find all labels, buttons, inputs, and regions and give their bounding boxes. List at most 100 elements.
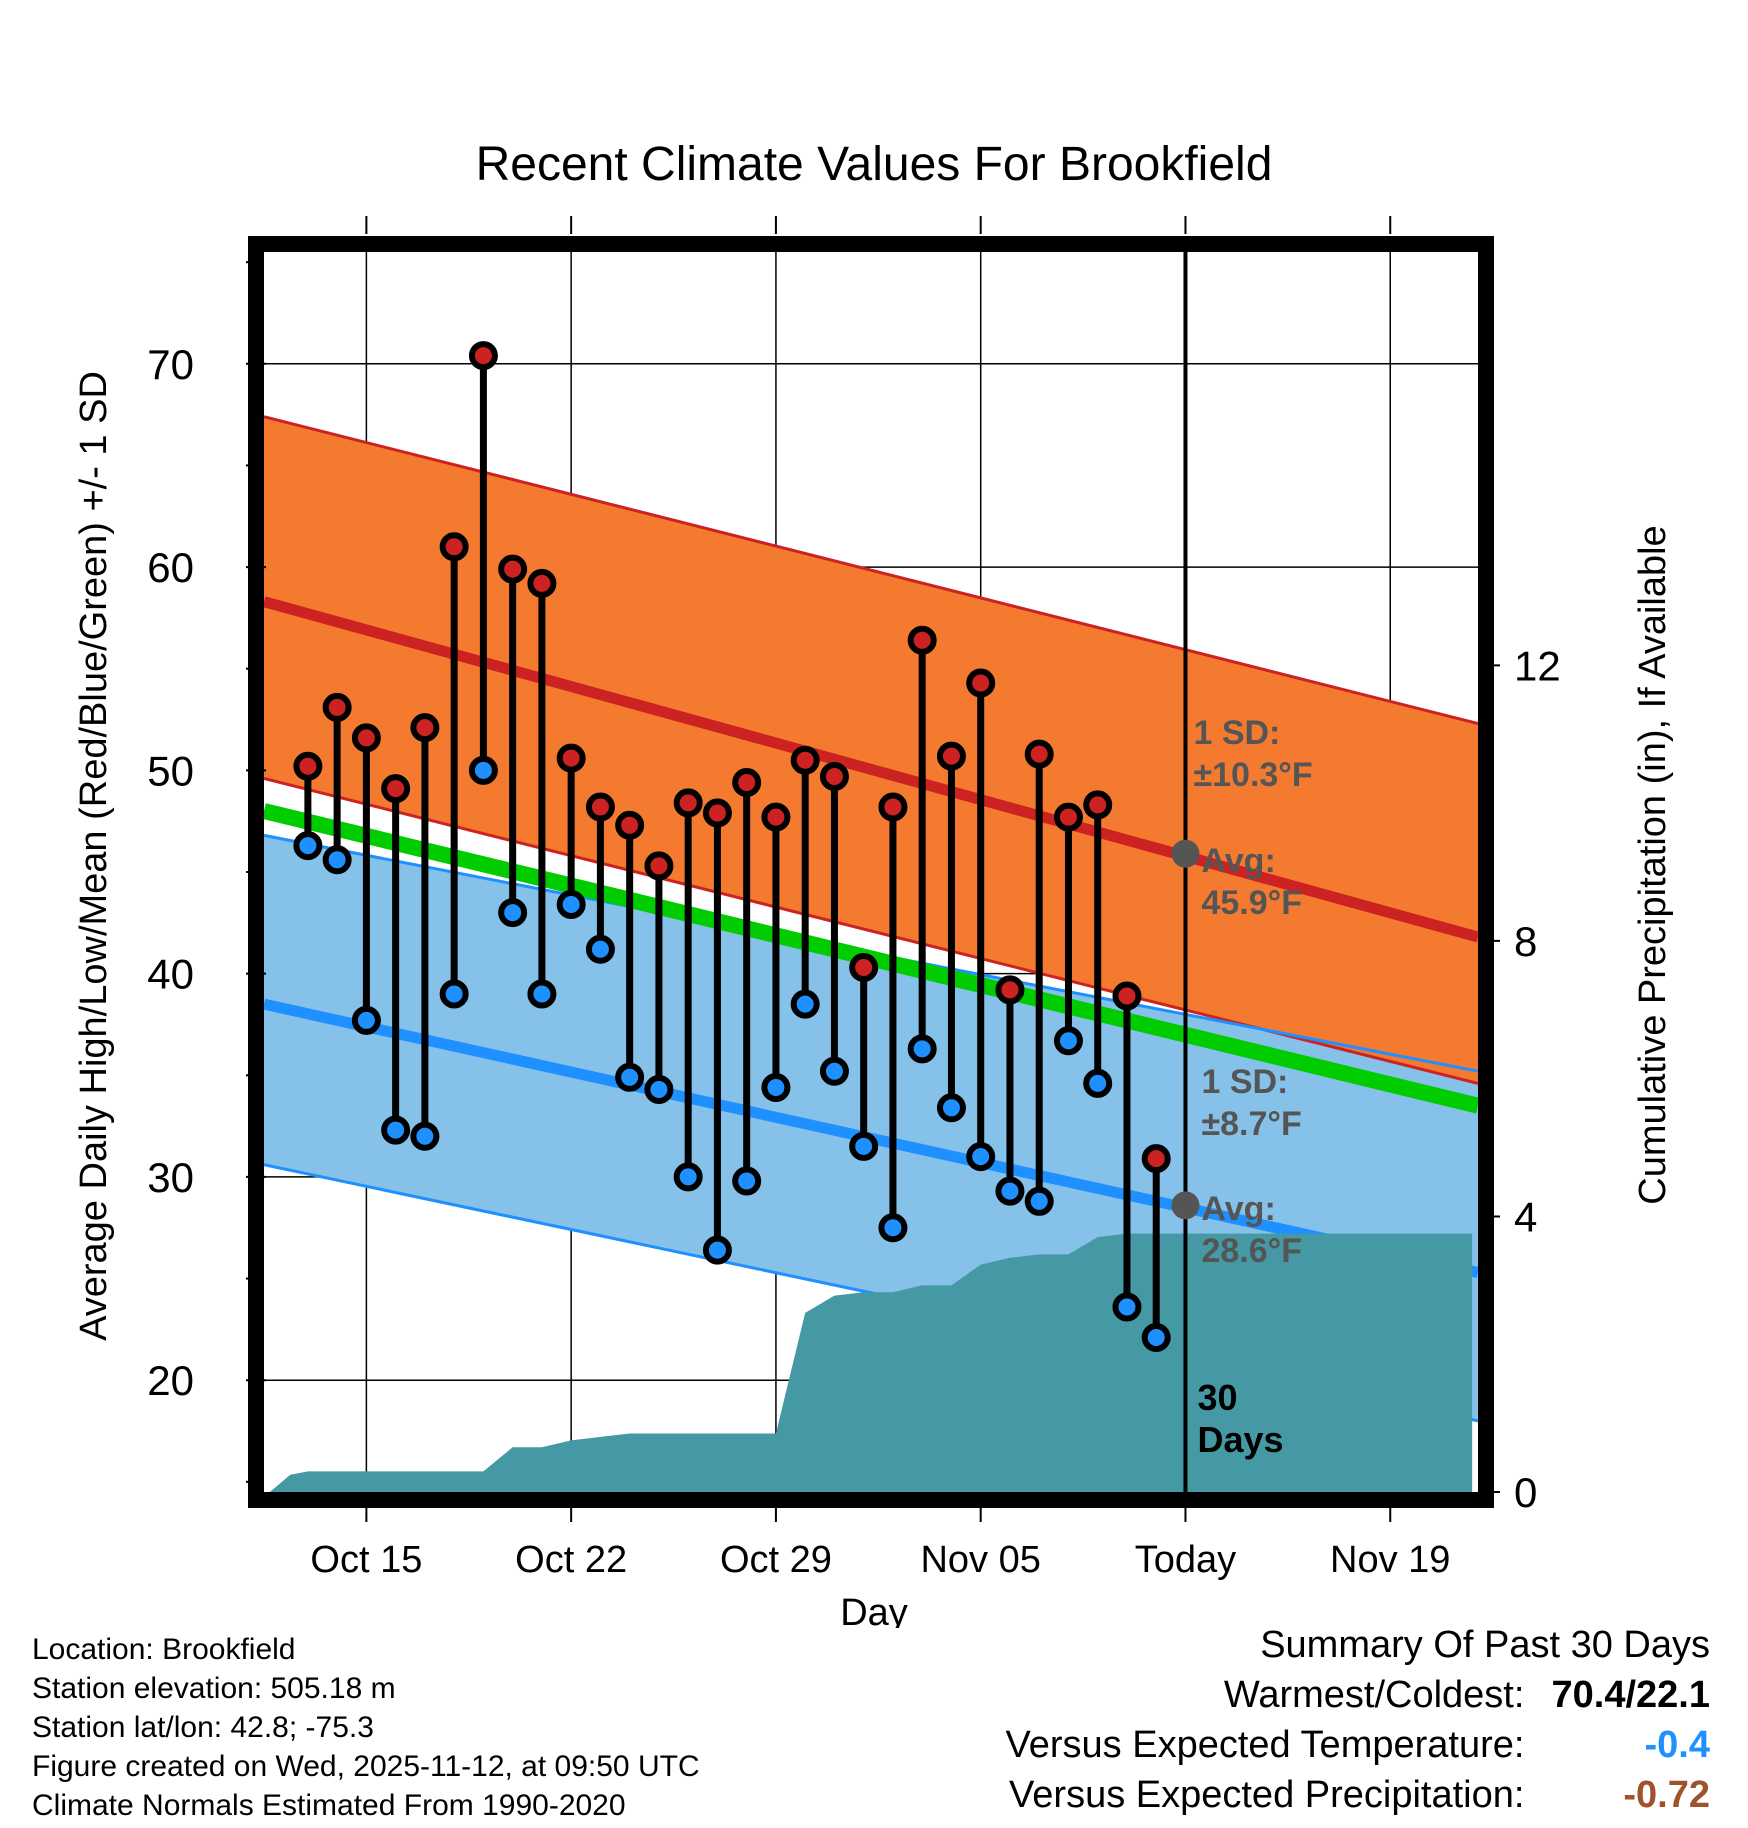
low-point [381,1115,411,1145]
low-point [849,1131,879,1161]
precip-row: Versus Expected Precipitation: -0.72 [1006,1770,1710,1820]
low-point [644,1075,674,1105]
temp-value: -0.4 [1644,1724,1710,1766]
temp-row: Versus Expected Temperature: -0.4 [1006,1720,1710,1770]
low-point [732,1166,762,1196]
high-point [1141,1144,1171,1174]
location-text: Location: Brookfield [32,1633,296,1666]
warmest-row: Warmest/Coldest: 70.4/22.1 [1006,1670,1710,1720]
high-avg-today-marker [1171,839,1200,868]
high-sd-band [264,416,1478,1084]
precip-label: Versus Expected Precipitation: [1009,1774,1525,1816]
summary-title: Summary Of Past 30 Days [1260,1624,1710,1666]
low-point [351,1005,381,1035]
summary-panel: Summary Of Past 30 Days Warmest/Coldest:… [1006,1620,1710,1820]
high-point [1112,981,1142,1011]
y-axis-label: Average Daily High/Low/Mean (Red/Blue/Gr… [73,371,115,1341]
temp-label: Versus Expected Temperature: [1005,1724,1525,1766]
low-avg-today-marker [1171,1191,1200,1220]
y2-tick-label: 0 [1514,1469,1537,1516]
low-point [1053,1026,1083,1056]
high-point [907,625,937,655]
y-tick-label: 50 [147,747,194,794]
high-point [498,554,528,584]
high-point [1024,739,1054,769]
today-days-number: 30 [1197,1377,1237,1418]
y-tick-label: 40 [147,951,194,998]
low-point [615,1062,645,1092]
high-avg-value: 45.9°F [1201,884,1302,922]
high-point [702,798,732,828]
high-point [761,802,791,832]
low-point [468,755,498,785]
high-point [322,692,352,722]
low-point [322,845,352,875]
x-tick-label: Oct 15 [310,1539,422,1581]
high-point [644,851,674,881]
annotation-layer: 1 SD: ±10.3°F Avg: 45.9°F 1 SD: ±8.7°F Avg: 28.… [1171,714,1313,1270]
y2-axis-label: Cumulative Precipitation (in), If Availa… [1632,525,1674,1204]
low-point [995,1176,1025,1206]
chart-title: Recent Climate Values For Brookfield [476,138,1273,191]
low-point [966,1142,996,1172]
high-point [585,792,615,822]
high-point [439,532,469,562]
high-point [732,768,762,798]
high-point [790,745,820,775]
low-point [673,1162,703,1192]
low-sd-label: 1 SD: [1201,1063,1288,1101]
high-point [468,341,498,371]
low-avg-label: Avg: [1201,1190,1275,1228]
high-point [819,761,849,791]
high-upper-edge [264,415,1478,726]
y-tick-label: 30 [147,1154,194,1201]
high-point [351,723,381,753]
low-point [410,1121,440,1151]
y2-tick-label: 4 [1514,1193,1537,1240]
y2-tick-label: 8 [1514,918,1537,965]
high-point [1083,790,1113,820]
low-sd-value: ±8.7°F [1201,1105,1301,1143]
axes-layer: 20 30 40 50 60 70 0 4 8 12 Oct 15 Oct 22 Oct 29 Nov 0… [147,216,1561,1581]
high-low-layer [293,341,1171,1353]
low-point [556,890,586,920]
high-sd-value: ±10.3°F [1193,756,1312,794]
high-point [410,713,440,743]
high-point [381,774,411,804]
low-point [1083,1068,1113,1098]
y-tick-label: 60 [147,544,194,591]
low-point [878,1213,908,1243]
precip-value: -0.72 [1623,1774,1710,1816]
warmest-label: Warmest/Coldest: [1223,1674,1525,1716]
y-tick-label: 20 [147,1357,194,1404]
normals-text: Climate Normals Estimated From 1990-2020 [32,1789,626,1822]
y2-tick-label: 12 [1514,642,1561,689]
low-point [498,898,528,928]
high-point [849,953,879,983]
low-point [1141,1323,1171,1353]
low-avg-value: 28.6°F [1201,1232,1302,1270]
elevation-text: Station elevation: 505.18 m [32,1672,396,1705]
low-point [439,979,469,1009]
station-info: Location: Brookfield Station elevation: … [32,1630,700,1825]
x-tick-label: Oct 29 [720,1539,832,1581]
latlon-text: Station lat/lon: 42.8; -75.3 [32,1711,374,1744]
today-days-label: Days [1197,1419,1283,1460]
y-tick-label: 70 [147,341,194,388]
high-point [293,751,323,781]
high-point [1053,802,1083,832]
high-avg-label: Avg: [1201,842,1275,880]
x-tick-label: Nov 05 [920,1539,1040,1581]
high-point [936,741,966,771]
warmest-value: 70.4/22.1 [1551,1674,1710,1716]
low-point [790,989,820,1019]
high-avg-line [264,596,1478,943]
low-point [936,1093,966,1123]
high-sd-label: 1 SD: [1193,714,1280,752]
low-point [527,979,557,1009]
low-point [293,831,323,861]
x-tick-label: Today [1135,1539,1236,1581]
high-point [673,788,703,818]
precip-area [269,1233,1473,1492]
